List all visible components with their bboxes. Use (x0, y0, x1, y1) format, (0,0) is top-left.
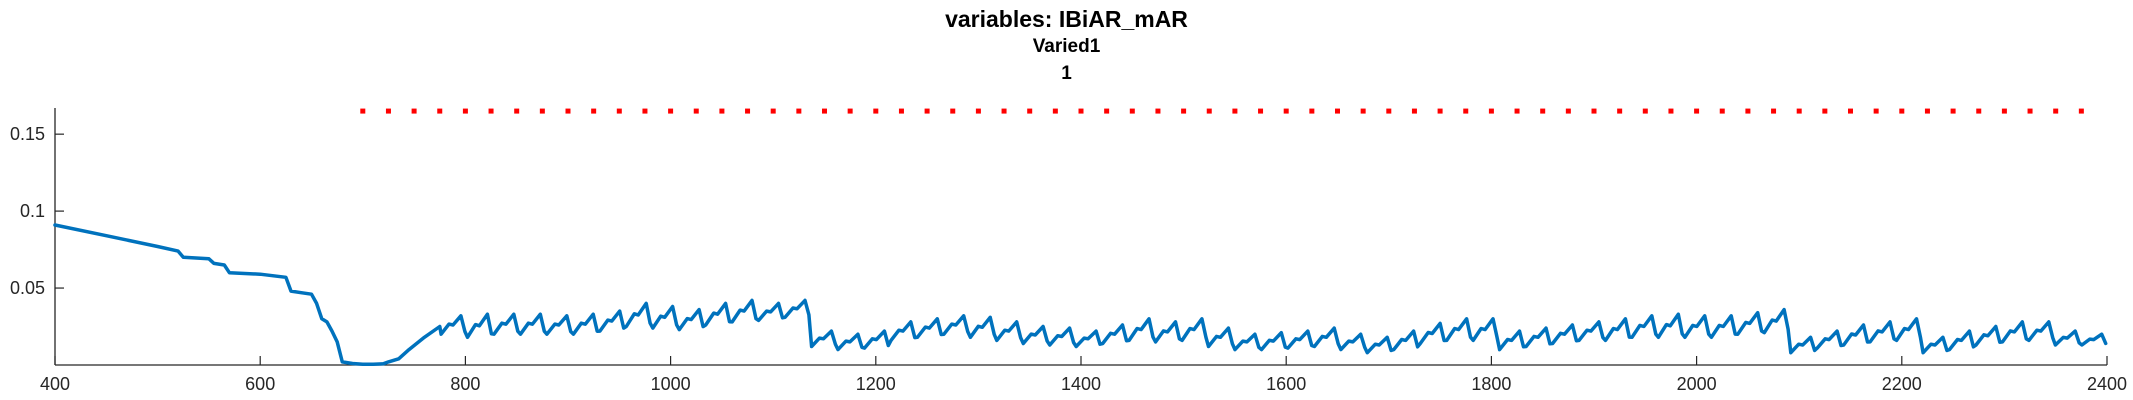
marker-point (411, 108, 417, 114)
x-tick-label: 2400 (2087, 374, 2127, 394)
marker-point (1206, 108, 1212, 114)
x-tick-label: 400 (40, 374, 70, 394)
marker-point (1052, 108, 1058, 114)
marker-point (1309, 108, 1315, 114)
marker-point (1540, 108, 1546, 114)
marker-point (1976, 108, 1982, 114)
marker-point (1822, 108, 1828, 114)
marker-point (1258, 108, 1264, 114)
marker-point (1668, 108, 1674, 114)
marker-point (898, 108, 904, 114)
series-line (53, 223, 2108, 366)
marker-point (1027, 108, 1033, 114)
marker-point (950, 108, 956, 114)
x-tick-label: 2000 (1677, 374, 1717, 394)
chart-subtitle: Varied1 (1032, 36, 1101, 57)
marker-point (924, 108, 930, 114)
marker-point (462, 108, 468, 114)
chart-title: variables: IBiAR_mAR (945, 6, 1188, 32)
marker-point (1924, 108, 1930, 114)
marker-point (1411, 108, 1417, 114)
marker-point (2027, 108, 2033, 114)
marker-point (1796, 108, 1802, 114)
x-tick-label: 1800 (1471, 374, 1511, 394)
marker-point (1771, 108, 1777, 114)
marker-point (488, 108, 494, 114)
marker-point (1335, 108, 1340, 114)
marker-point (385, 108, 391, 114)
marker-point (1514, 108, 1520, 114)
marker-point (1104, 108, 1110, 114)
marker-point (770, 108, 776, 114)
marker-point (1001, 108, 1007, 114)
marker-point (1591, 108, 1597, 114)
marker-point (2001, 108, 2007, 114)
marker-point (796, 108, 802, 114)
marker-point (719, 108, 725, 114)
chart-titles: variables: IBiAR_mAR Varied1 1 (0, 6, 2133, 87)
marker-point (745, 108, 751, 114)
marker-point (1694, 108, 1700, 114)
marker-point (1078, 108, 1084, 114)
marker-point (847, 108, 853, 114)
x-tick-label: 1200 (856, 374, 896, 394)
marker-point (1565, 108, 1571, 114)
x-tick-label: 1400 (1061, 374, 1101, 394)
marker-point (1155, 108, 1161, 114)
x-tick-label: 2200 (1882, 374, 1922, 394)
marker-point (1745, 108, 1751, 114)
marker-point (616, 108, 622, 114)
y-tick-label: 0.15 (10, 124, 45, 144)
x-tick-label: 600 (245, 374, 275, 394)
marker-point (1488, 108, 1494, 114)
marker-point (360, 108, 366, 114)
marker-point (1129, 108, 1135, 114)
marker-point (1360, 108, 1366, 114)
marker-point (591, 108, 597, 114)
marker-point (2078, 108, 2084, 114)
marker-point (668, 108, 674, 114)
marker-point (1950, 108, 1956, 114)
marker-point (1848, 108, 1853, 114)
plot-area (53, 108, 2108, 366)
marker-point (1642, 108, 1648, 114)
x-tick-label: 800 (450, 374, 480, 394)
marker-point (1463, 108, 1469, 114)
marker-point (1899, 108, 1905, 114)
marker-point (975, 108, 981, 114)
x-tick-label: 1600 (1266, 374, 1306, 394)
marker-point (1719, 108, 1725, 114)
marker-point (642, 108, 648, 114)
marker-point (1617, 108, 1623, 114)
marker-point (1437, 108, 1443, 114)
marker-point (1386, 108, 1392, 114)
marker-point (1283, 108, 1289, 114)
marker-point (2053, 108, 2059, 114)
y-tick-label: 0.05 (10, 278, 45, 298)
marker-point (437, 108, 443, 114)
marker-point (539, 108, 545, 114)
marker-point (514, 108, 520, 114)
marker-point (873, 108, 879, 114)
marker-point (1232, 108, 1238, 114)
y-tick-label: 0.1 (20, 201, 45, 221)
axes: 400 600 800 1000 1200 1400 1600 1800 2000 2200 240… (10, 108, 2127, 394)
marker-point (1873, 108, 1879, 114)
x-tick-label: 1000 (651, 374, 691, 394)
marker-point (565, 108, 571, 114)
chart-subtitle-2: 1 (1061, 63, 1072, 84)
marker-point (693, 108, 699, 114)
marker-point (822, 108, 827, 114)
marker-point (1181, 108, 1187, 114)
